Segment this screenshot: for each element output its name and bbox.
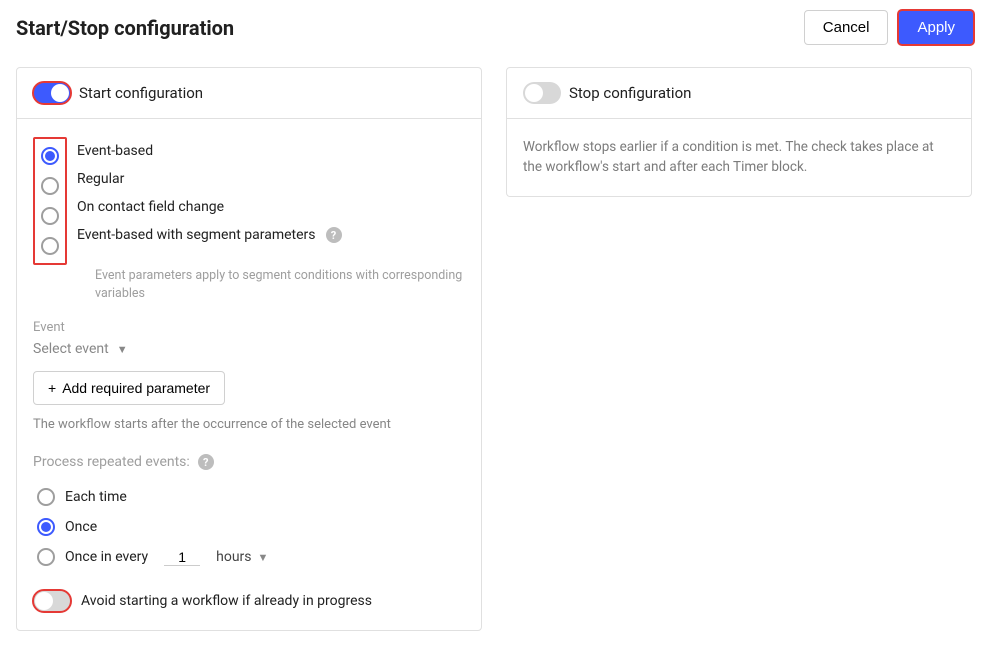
help-icon[interactable]: ? bbox=[326, 227, 342, 243]
help-icon[interactable]: ? bbox=[198, 454, 214, 470]
header-actions: Cancel Apply bbox=[804, 10, 974, 45]
avoid-label: Avoid starting a workflow if already in … bbox=[81, 593, 372, 609]
stop-toggle[interactable] bbox=[523, 82, 561, 104]
stop-description: Workflow stops earlier if a condition is… bbox=[523, 137, 955, 178]
label-contact-field-change: On contact field change bbox=[77, 199, 224, 215]
event-segment-hint: Event parameters apply to segment condit… bbox=[95, 267, 465, 302]
start-panel-title: Start configuration bbox=[79, 84, 203, 102]
cancel-button[interactable]: Cancel bbox=[804, 10, 889, 45]
chevron-down-icon: ▼ bbox=[117, 343, 128, 356]
add-parameter-label: Add required parameter bbox=[62, 380, 210, 396]
radio-each-time[interactable] bbox=[37, 488, 55, 506]
chevron-down-icon: ▼ bbox=[258, 551, 269, 564]
radio-event-based[interactable] bbox=[41, 147, 59, 165]
radio-once-in-every[interactable] bbox=[37, 548, 55, 566]
radio-event-segment[interactable] bbox=[41, 237, 59, 255]
interval-unit-label: hours bbox=[216, 549, 251, 565]
label-once: Once bbox=[65, 519, 97, 535]
trigger-radio-highlight bbox=[33, 137, 67, 265]
repeat-events-label: Process repeated events: bbox=[33, 454, 190, 470]
label-regular: Regular bbox=[77, 171, 124, 187]
stop-panel-title: Stop configuration bbox=[569, 84, 691, 102]
label-event-based: Event-based bbox=[77, 143, 153, 159]
radio-contact-field-change[interactable] bbox=[41, 207, 59, 225]
apply-button[interactable]: Apply bbox=[898, 10, 974, 45]
radio-regular[interactable] bbox=[41, 177, 59, 195]
event-label: Event bbox=[33, 320, 465, 335]
avoid-toggle[interactable] bbox=[33, 590, 71, 612]
label-each-time: Each time bbox=[65, 489, 127, 505]
event-select[interactable]: Select event ▼ bbox=[33, 341, 465, 357]
stop-config-panel: Stop configuration Workflow stops earlie… bbox=[506, 67, 972, 197]
start-config-panel: Start configuration Event-based Regular … bbox=[16, 67, 482, 631]
start-toggle[interactable] bbox=[33, 82, 71, 104]
interval-unit-select[interactable]: hours ▼ bbox=[216, 549, 268, 565]
label-event-segment: Event-based with segment parameters bbox=[77, 227, 316, 243]
label-once-in-every: Once in every bbox=[65, 549, 148, 565]
interval-input[interactable] bbox=[164, 549, 200, 566]
event-select-placeholder: Select event bbox=[33, 341, 109, 357]
add-parameter-button[interactable]: + Add required parameter bbox=[33, 371, 225, 405]
plus-icon: + bbox=[48, 380, 56, 396]
page-title: Start/Stop configuration bbox=[16, 16, 234, 40]
start-description: The workflow starts after the occurrence… bbox=[33, 417, 465, 432]
radio-once[interactable] bbox=[37, 518, 55, 536]
